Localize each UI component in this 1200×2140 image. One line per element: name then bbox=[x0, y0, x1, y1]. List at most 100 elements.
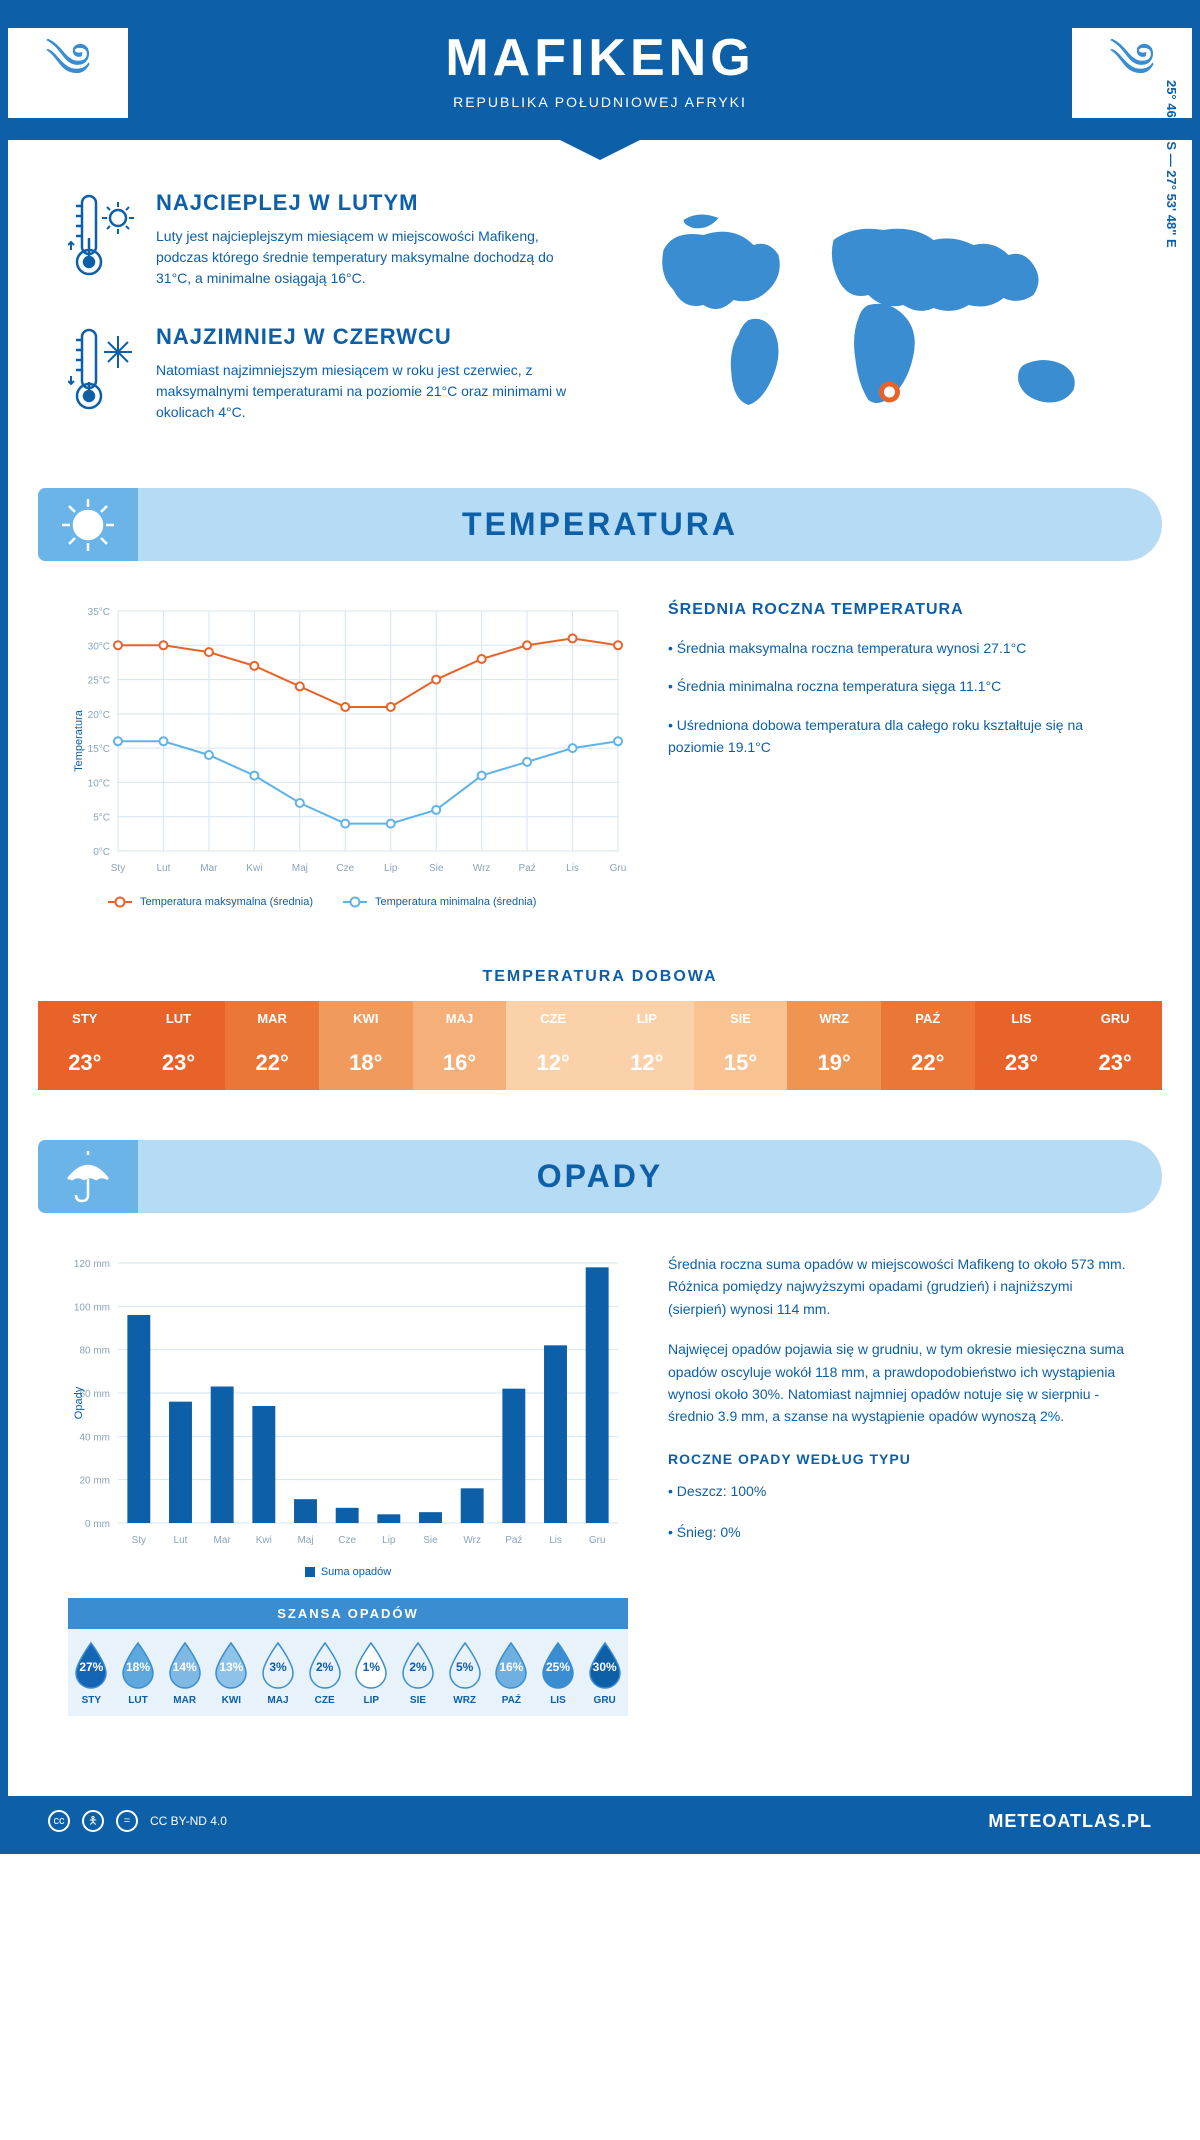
daily-head: LIP bbox=[600, 1001, 694, 1036]
precip-p1: Średnia roczna suma opadów w miejscowośc… bbox=[668, 1253, 1132, 1320]
temperature-summary: ŚREDNIA ROCZNA TEMPERATURA • Średnia mak… bbox=[668, 601, 1132, 908]
rain-chance-cell: 30%GRU bbox=[581, 1641, 628, 1706]
rain-chance-cell: 18%LUT bbox=[115, 1641, 162, 1706]
coordinates: 25° 46' 3" S — 27° 53' 48" E bbox=[1165, 80, 1180, 248]
fact-coldest: NAJZIMNIEJ W CZERWCU Natomiast najzimnie… bbox=[68, 324, 585, 423]
svg-text:25°C: 25°C bbox=[88, 676, 110, 687]
section-banner-precip: OPADY bbox=[38, 1140, 1162, 1213]
cc-icon: cc bbox=[48, 1810, 70, 1832]
rain-chance-cell: 25%LIS bbox=[535, 1641, 582, 1706]
daily-value: 12° bbox=[600, 1036, 694, 1090]
svg-text:Wrz: Wrz bbox=[473, 863, 491, 874]
precip-bar-chart: 0 mm20 mm40 mm60 mm80 mm100 mm120 mmStyL… bbox=[68, 1253, 628, 1553]
daily-value: 16° bbox=[413, 1036, 507, 1090]
daily-value: 19° bbox=[787, 1036, 881, 1090]
header: ༄ ༄ MAFIKENG REPUBLIKA POŁUDNIOWEJ AFRYK… bbox=[8, 8, 1192, 140]
rain-chance-cell: 2%CZE bbox=[301, 1641, 348, 1706]
section-title-temperature: TEMPERATURA bbox=[38, 506, 1162, 543]
umbrella-icon bbox=[38, 1140, 138, 1213]
svg-text:Mar: Mar bbox=[200, 863, 218, 874]
daily-value: 23° bbox=[1068, 1036, 1162, 1090]
svg-text:Sie: Sie bbox=[429, 863, 444, 874]
fact-coldest-text: Natomiast najzimniejszym miesiącem w rok… bbox=[156, 360, 585, 423]
footer-license: cc 🯅 = CC BY-ND 4.0 bbox=[48, 1810, 227, 1832]
thermometer-cold-icon bbox=[68, 324, 138, 414]
daily-head: WRZ bbox=[787, 1001, 881, 1036]
daily-head: MAR bbox=[225, 1001, 319, 1036]
nd-icon: = bbox=[116, 1810, 138, 1832]
rain-chance-cell: 5%WRZ bbox=[441, 1641, 488, 1706]
svg-text:Opady: Opady bbox=[73, 1386, 85, 1419]
fact-coldest-title: NAJZIMNIEJ W CZERWCU bbox=[156, 324, 585, 350]
sun-icon bbox=[38, 488, 138, 561]
svg-text:Maj: Maj bbox=[292, 863, 308, 874]
footer: cc 🯅 = CC BY-ND 4.0 METEOATLAS.PL bbox=[8, 1796, 1192, 1846]
svg-text:Gru: Gru bbox=[610, 863, 627, 874]
daily-head: STY bbox=[38, 1001, 132, 1036]
daily-value: 22° bbox=[881, 1036, 975, 1090]
svg-text:15°C: 15°C bbox=[88, 744, 110, 755]
daily-value: 12° bbox=[506, 1036, 600, 1090]
daily-value: 22° bbox=[225, 1036, 319, 1090]
temp-summary-b1: • Średnia maksymalna roczna temperatura … bbox=[668, 637, 1132, 659]
svg-text:Kwi: Kwi bbox=[256, 1535, 272, 1546]
svg-text:Lut: Lut bbox=[174, 1535, 188, 1546]
svg-text:Sty: Sty bbox=[111, 863, 125, 874]
svg-text:Lip: Lip bbox=[382, 1535, 396, 1546]
precip-row: 0 mm20 mm40 mm60 mm80 mm100 mm120 mmStyL… bbox=[8, 1213, 1192, 1736]
svg-text:120 mm: 120 mm bbox=[74, 1259, 110, 1270]
precip-type-block: ROCZNE OPADY WEDŁUG TYPU • Deszcz: 100% … bbox=[668, 1448, 1132, 1543]
daily-value: 15° bbox=[694, 1036, 788, 1090]
fact-warmest-text: Luty jest najcieplejszym miesiącem w mie… bbox=[156, 226, 585, 289]
svg-text:Lut: Lut bbox=[157, 863, 171, 874]
daily-head: CZE bbox=[506, 1001, 600, 1036]
rain-chance-cell: 27%STY bbox=[68, 1641, 115, 1706]
daily-head: PAŹ bbox=[881, 1001, 975, 1036]
svg-text:20°C: 20°C bbox=[88, 710, 110, 721]
by-icon: 🯅 bbox=[82, 1810, 104, 1832]
daily-value: 23° bbox=[975, 1036, 1069, 1090]
intro-section: NAJCIEPLEJ W LUTYM Luty jest najcieplejs… bbox=[8, 140, 1192, 488]
temp-summary-title: ŚREDNIA ROCZNA TEMPERATURA bbox=[668, 601, 1132, 619]
svg-text:Paź: Paź bbox=[505, 1535, 522, 1546]
fact-warmest: NAJCIEPLEJ W LUTYM Luty jest najcieplejs… bbox=[68, 190, 585, 289]
svg-text:Cze: Cze bbox=[338, 1535, 356, 1546]
svg-text:Lis: Lis bbox=[549, 1535, 562, 1546]
rain-chance-cell: 13%KWI bbox=[208, 1641, 255, 1706]
page: ༄ ༄ MAFIKENG REPUBLIKA POŁUDNIOWEJ AFRYK… bbox=[0, 0, 1200, 1854]
precip-p2: Najwięcej opadów pojawia się w grudniu, … bbox=[668, 1338, 1132, 1428]
temp-summary-b3: • Uśredniona dobowa temperatura dla całe… bbox=[668, 714, 1132, 759]
rain-chance-cell: 3%MAJ bbox=[255, 1641, 302, 1706]
daily-head: LIS bbox=[975, 1001, 1069, 1036]
svg-text:5°C: 5°C bbox=[93, 813, 110, 824]
daily-head: KWI bbox=[319, 1001, 413, 1036]
svg-text:Kwi: Kwi bbox=[246, 863, 262, 874]
section-title-precip: OPADY bbox=[38, 1158, 1162, 1195]
svg-text:Lis: Lis bbox=[566, 863, 579, 874]
svg-text:Sty: Sty bbox=[132, 1535, 146, 1546]
daily-value: 23° bbox=[132, 1036, 226, 1090]
svg-text:Maj: Maj bbox=[297, 1535, 313, 1546]
svg-text:0°C: 0°C bbox=[93, 847, 110, 858]
svg-text:Temperatura: Temperatura bbox=[73, 709, 85, 772]
daily-head: LUT bbox=[132, 1001, 226, 1036]
daily-temp-title: TEMPERATURA DOBOWA bbox=[8, 968, 1192, 986]
precip-type-rain: • Deszcz: 100% bbox=[668, 1480, 1132, 1502]
world-map bbox=[615, 190, 1132, 450]
svg-text:Sie: Sie bbox=[423, 1535, 438, 1546]
daily-head: GRU bbox=[1068, 1001, 1162, 1036]
rain-chance-row: 27%STY18%LUT14%MAR13%KWI3%MAJ2%CZE1%LIP2… bbox=[68, 1629, 628, 1716]
svg-text:100 mm: 100 mm bbox=[74, 1302, 110, 1313]
legend-min-label: Temperatura minimalna (średnia) bbox=[375, 896, 536, 908]
svg-text:80 mm: 80 mm bbox=[79, 1346, 110, 1357]
svg-text:Cze: Cze bbox=[336, 863, 354, 874]
svg-text:Gru: Gru bbox=[589, 1535, 606, 1546]
svg-text:0 mm: 0 mm bbox=[85, 1519, 110, 1530]
daily-head: SIE bbox=[694, 1001, 788, 1036]
daily-temp-table: STYLUTMARKWIMAJCZELIPSIEWRZPAŹLISGRU23°2… bbox=[38, 1001, 1162, 1090]
daily-head: MAJ bbox=[413, 1001, 507, 1036]
temperature-line-chart: 0°C5°C10°C15°C20°C25°C30°C35°CStyLutMarK… bbox=[68, 601, 628, 881]
wind-decoration-left: ༄ bbox=[8, 28, 128, 118]
precip-text: Średnia roczna suma opadów w miejscowośc… bbox=[668, 1253, 1132, 1716]
daily-value: 23° bbox=[38, 1036, 132, 1090]
